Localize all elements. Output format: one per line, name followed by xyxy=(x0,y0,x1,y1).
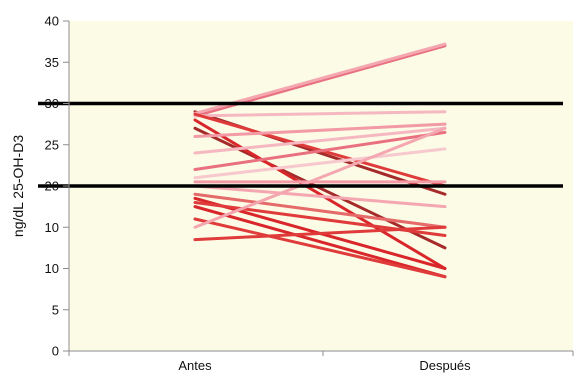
series-line-11 xyxy=(193,147,447,180)
y-tick-label: 30 xyxy=(45,96,59,111)
series-line-13 xyxy=(193,184,447,209)
y-tick-label: 10 xyxy=(45,220,59,235)
series-line-19 xyxy=(193,126,447,229)
series-line-20 xyxy=(193,225,447,242)
x-tick-layer: Antes Después xyxy=(68,351,574,373)
series-line-7 xyxy=(193,118,447,270)
series-line-5 xyxy=(193,110,447,118)
series-line-8 xyxy=(193,122,447,138)
series-line-17 xyxy=(193,205,447,279)
series-line-9 xyxy=(193,126,447,155)
y-tick-label: 5 xyxy=(52,302,59,317)
y-tick-label: 35 xyxy=(45,55,59,70)
y-tick-label: 0 xyxy=(52,344,59,359)
y-tick-label: 25 xyxy=(45,137,59,152)
series-line-18 xyxy=(193,217,447,279)
series-line-14 xyxy=(193,192,447,229)
y-tick-label: 20 xyxy=(45,179,59,194)
y-tick-label: 40 xyxy=(45,14,59,29)
reference-line-layer xyxy=(38,101,563,188)
series-line-10 xyxy=(193,130,447,171)
y-tick-layer: 0 5 10 10 20 25 30 35 40 xyxy=(45,14,69,359)
y-tick-label: 10 xyxy=(45,261,59,276)
y-axis-title: ng/dL 25-OH-D3 xyxy=(10,135,26,237)
x-tick-label: Después xyxy=(419,358,471,373)
x-tick-label: Antes xyxy=(178,358,212,373)
